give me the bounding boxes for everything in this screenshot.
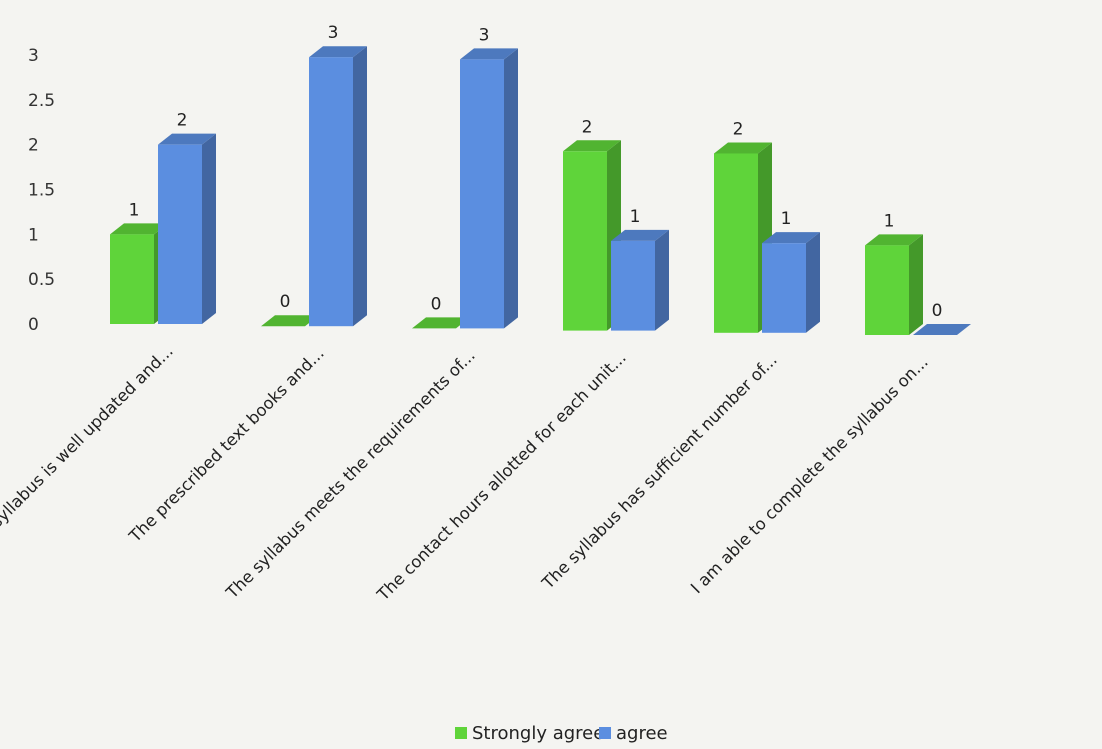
bar-top-face: [762, 232, 820, 244]
bar-front-face: [110, 234, 154, 324]
x-axis: The syllabus is well updated and...The p…: [0, 341, 932, 605]
legend-item-strongly-agree: Strongly agree: [455, 723, 604, 744]
bar-front-face: [460, 59, 504, 329]
bar-front-face: [611, 240, 655, 331]
bar-top-face: [412, 317, 470, 329]
bar-strongly-agree-2: 0: [261, 292, 319, 327]
y-tick-0-5: 0.5: [28, 270, 55, 290]
data-label-strongly-agree-5: 2: [733, 119, 744, 139]
bar-side-face: [909, 234, 923, 335]
data-label-strongly-agree-6: 1: [884, 211, 895, 231]
data-label-agree-4: 1: [630, 207, 641, 227]
y-tick-0: 0: [28, 315, 39, 335]
x-tick-label-5: The syllabus has sufficient number of...: [538, 350, 781, 593]
bar-strongly-agree-3: 0: [412, 294, 470, 329]
data-label-strongly-agree-4: 2: [582, 117, 593, 137]
bar-side-face: [655, 229, 669, 331]
y-tick-3: 3: [28, 46, 39, 66]
data-label-agree-2: 3: [328, 23, 339, 43]
x-tick-label-3: The syllabus meets the requirements of..…: [222, 346, 479, 603]
bar-agree-4: 1: [611, 207, 669, 331]
data-label-agree-5: 1: [781, 209, 792, 229]
bar-front-face: [762, 243, 806, 333]
y-tick-1: 1: [28, 225, 39, 245]
bar-side-face: [353, 46, 367, 327]
bar-top-face: [110, 223, 168, 235]
bar-side-face: [202, 133, 216, 324]
x-tick-label-6: I am able to complete the syllabus on...: [687, 352, 932, 597]
y-tick-1-5: 1.5: [28, 181, 55, 201]
bar-top-face: [714, 142, 772, 154]
bar-strongly-agree-4: 2: [563, 117, 621, 331]
bar-top-face: [611, 229, 669, 241]
bar-top-face: [563, 140, 621, 152]
x-tick-label-4: The contact hours allotted for each unit…: [373, 348, 630, 605]
data-label-strongly-agree-1: 1: [129, 200, 140, 220]
bar-front-face: [714, 153, 758, 333]
legend-item-agree: agree: [599, 723, 668, 744]
legend-label-strongly-agree: Strongly agree: [472, 723, 604, 744]
y-axis: 0 0.5 1 1.5 2 2.5 3: [28, 46, 55, 335]
bar-agree-2: 3: [309, 23, 367, 327]
bar-top-face: [261, 315, 319, 327]
bar-top-face: [460, 48, 518, 60]
bar-strongly-agree-6: 1: [865, 211, 923, 335]
data-label-agree-1: 2: [177, 111, 188, 131]
bar-top-face: [865, 234, 923, 246]
bar-agree-5: 1: [762, 209, 820, 333]
bar-front-face: [865, 245, 909, 335]
data-label-agree-6: 0: [932, 301, 943, 321]
data-label-agree-3: 3: [479, 25, 490, 45]
bar-agree-6: 0: [913, 301, 971, 335]
bar-top-face: [913, 324, 971, 335]
legend-swatch-agree: [599, 727, 611, 739]
bar-side-face: [504, 48, 518, 329]
bar-front-face: [563, 151, 607, 331]
bar-top-face: [158, 133, 216, 145]
legend: Strongly agree agree: [455, 723, 668, 744]
bar-front-face: [309, 57, 353, 327]
bar-front-face: [158, 144, 202, 324]
legend-swatch-strongly-agree: [455, 727, 467, 739]
data-label-strongly-agree-3: 0: [431, 294, 442, 314]
plot-area: 1 2 0 3 0 3 2 1 2 1 1 0: [110, 23, 971, 335]
bar-agree-3: 3: [460, 25, 518, 329]
y-tick-2-5: 2.5: [28, 91, 55, 111]
bar-agree-1: 2: [158, 111, 216, 324]
bar-side-face: [806, 232, 820, 333]
y-tick-2: 2: [28, 136, 39, 156]
data-label-strongly-agree-2: 0: [280, 292, 291, 312]
bar-top-face: [309, 46, 367, 58]
legend-label-agree: agree: [616, 723, 668, 744]
